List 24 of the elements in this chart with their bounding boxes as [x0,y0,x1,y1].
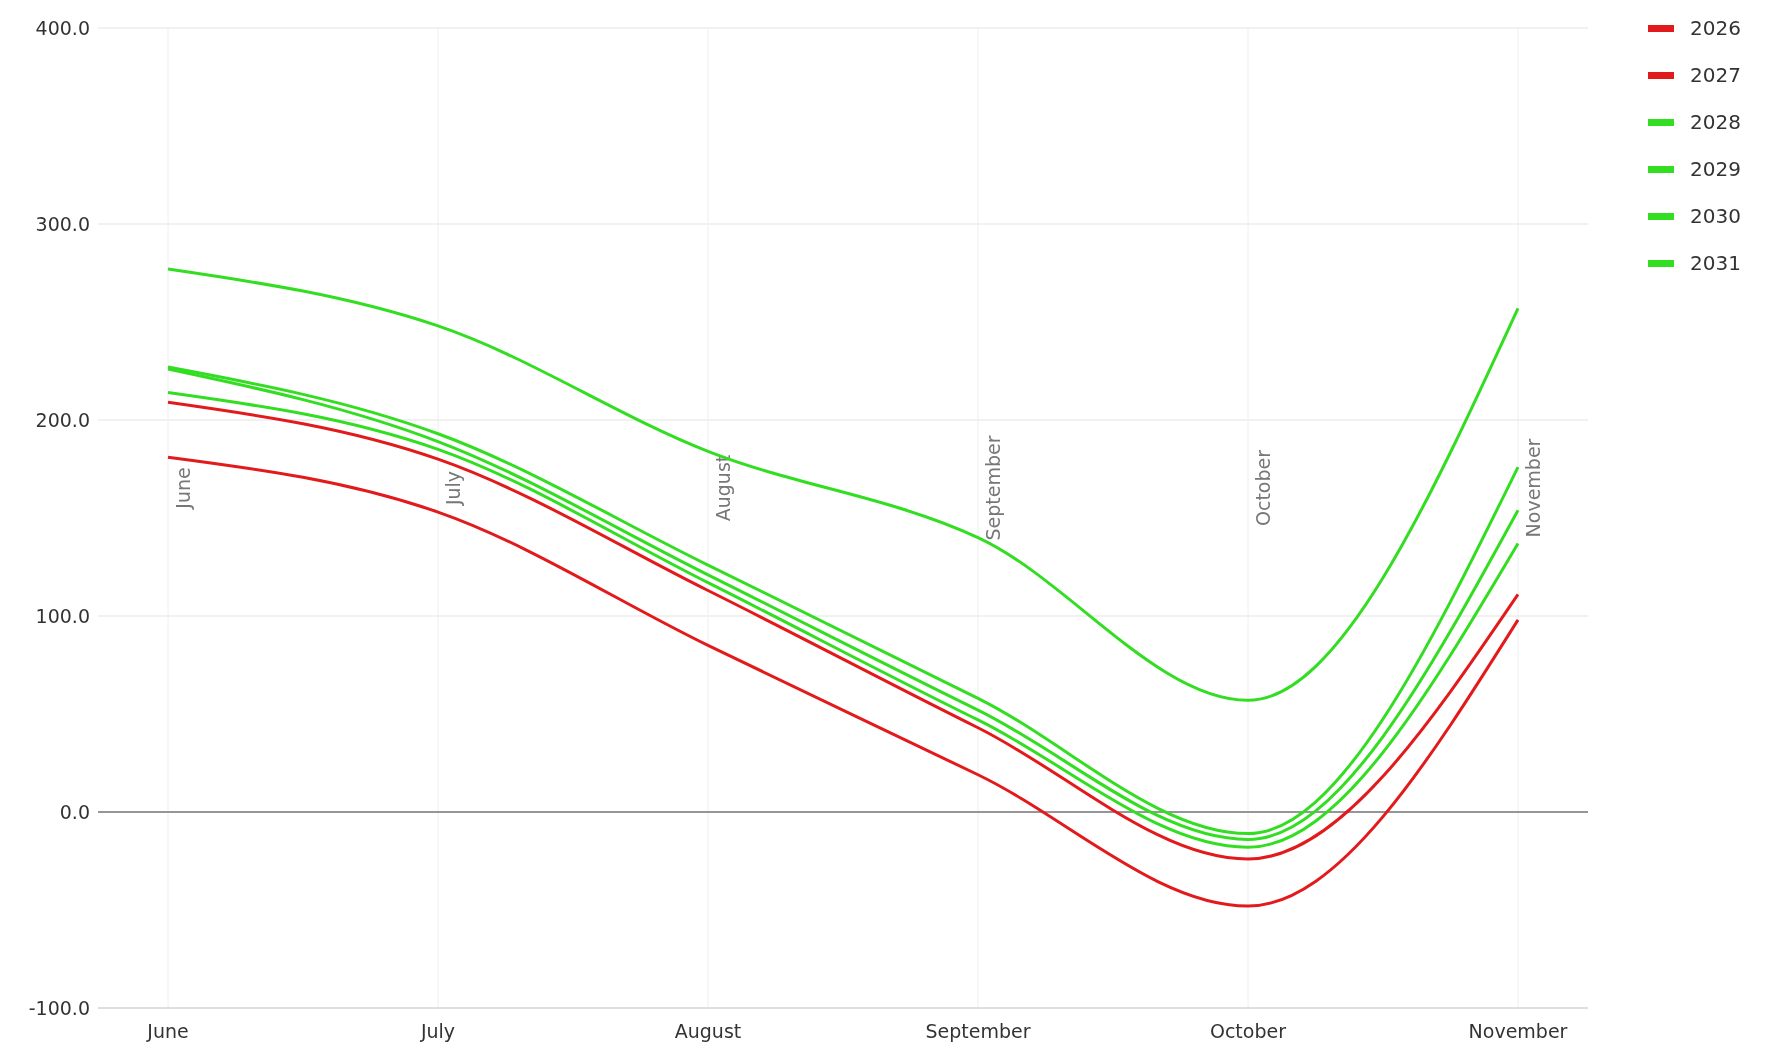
annotation: September [982,435,1004,541]
x-tick-label: August [674,1020,742,1042]
y-tick-label: 400.0 [35,16,90,39]
legend-label: 2030 [1690,204,1741,228]
legend-label: 2026 [1690,16,1741,40]
legend-label: 2028 [1690,110,1741,134]
legend-label: 2031 [1690,251,1741,275]
y-tick-label: 200.0 [35,408,90,431]
annotation: October [1252,449,1274,527]
y-tick-label: 0.0 [59,800,90,823]
y-tick-label: 300.0 [35,212,90,235]
annotation: July [442,470,464,507]
y-tick-label: 100.0 [35,604,90,627]
x-tick-label: November [1468,1020,1568,1042]
x-tick-label: June [146,1020,189,1042]
annotation: November [1522,438,1544,538]
annotation: August [712,454,734,522]
legend-label: 2029 [1690,157,1741,181]
legend-label: 2027 [1690,63,1741,87]
x-tick-label: October [1209,1020,1287,1042]
annotation: June [172,467,194,510]
x-tick-label: July [419,1020,456,1042]
y-tick-label: -100.0 [28,996,90,1019]
x-tick-label: September [925,1020,1031,1042]
